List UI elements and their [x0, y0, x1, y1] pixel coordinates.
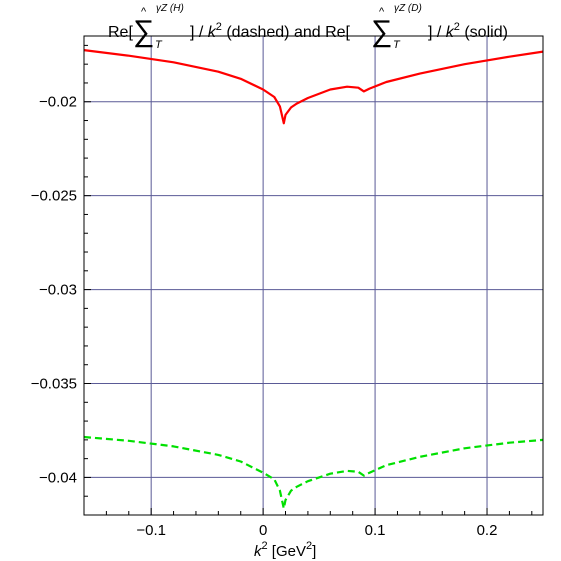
x-label-unit-close: ]: [312, 543, 316, 560]
title-divide-2: ] /: [428, 24, 446, 41]
title-sup-2: γZ (D): [394, 3, 422, 14]
title-solid-label: (solid): [460, 24, 508, 41]
title-k-2: k: [446, 24, 455, 41]
y-tick-label: −0.02: [39, 94, 77, 111]
title-sub-1: T: [155, 39, 163, 51]
title-sum-1: ∑: [133, 15, 154, 48]
x-label-exp: 2: [262, 540, 268, 552]
title-re-1: Re[: [108, 24, 133, 41]
x-axis-label: k2 [GeV2]: [254, 540, 316, 560]
x-tick-label: 0: [259, 522, 267, 539]
title-divide-1: ] /: [190, 24, 208, 41]
title-sup-1: γZ (H): [156, 3, 184, 14]
x-label-k: k: [254, 543, 263, 560]
title-dashed-label: (dashed) and: [222, 24, 325, 41]
plot-frame: [83, 35, 544, 516]
x-tick-label: −0.1: [136, 522, 166, 539]
x-tick-label: 0.1: [365, 522, 386, 539]
chart-title: Re[: [108, 24, 133, 41]
title-hat-1: ^: [141, 6, 147, 18]
title-sub-2: T: [393, 39, 401, 51]
title-middle-1: ] / k2 (dashed) and Re[: [190, 21, 351, 41]
x-label-unit-open: [GeV: [268, 543, 306, 560]
dashed-series-line: [83, 435, 544, 510]
grid-lines: [84, 36, 543, 515]
x-tick-label: 0.2: [477, 522, 498, 539]
title-hat-2: ^: [379, 6, 385, 18]
series-lines: [83, 49, 544, 510]
title-exp-1: 2: [216, 21, 222, 33]
y-tick-label: −0.025: [31, 188, 77, 205]
x-label-unit-exp: 2: [306, 540, 312, 552]
title-re-2: Re[: [325, 24, 350, 41]
solid-series-line: [83, 49, 544, 125]
y-tick-label: −0.03: [39, 282, 77, 299]
title-exp-2: 2: [454, 21, 460, 33]
title-middle-2: ] / k2 (solid): [428, 21, 508, 41]
y-tick-label: −0.035: [31, 376, 77, 393]
title-sum-2: ∑: [371, 15, 392, 48]
y-tick-label: −0.04: [39, 469, 77, 486]
title-k-1: k: [208, 24, 217, 41]
axis-ticks: −0.1 0 0.1 0.2 −0.02 −0.025 −0.03 −0.035 −0.04: [31, 44, 533, 539]
